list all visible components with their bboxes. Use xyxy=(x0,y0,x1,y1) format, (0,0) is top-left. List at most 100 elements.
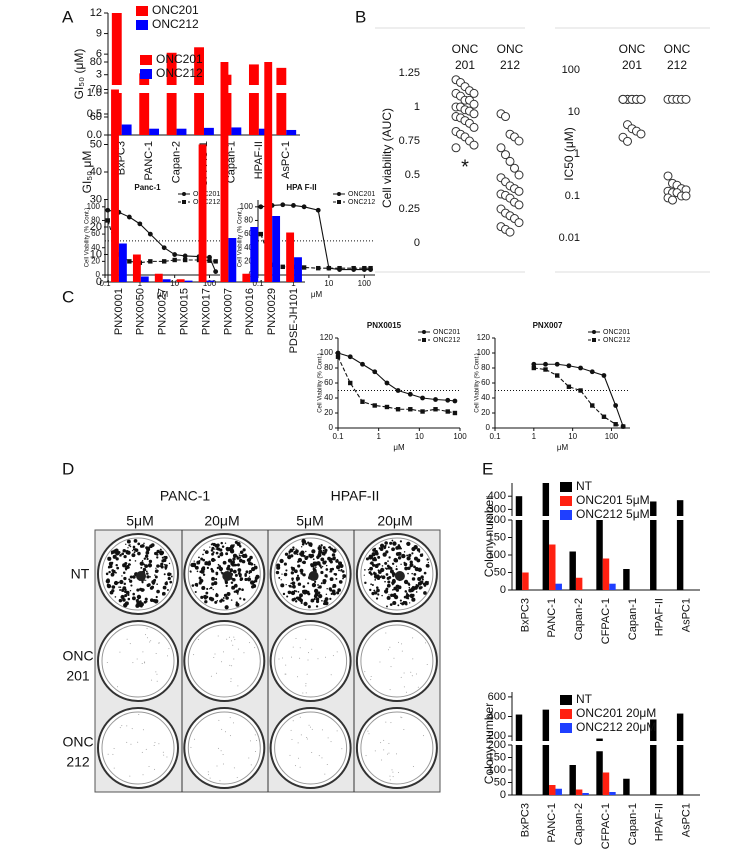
colony-dot xyxy=(364,569,366,571)
colony-dot xyxy=(107,556,110,559)
bar xyxy=(140,276,149,282)
bar xyxy=(194,93,204,135)
marker xyxy=(372,369,378,375)
colony-dot xyxy=(155,671,157,673)
x-tick-label: PNX0001 xyxy=(113,288,125,335)
colony-dot xyxy=(308,571,319,581)
colony-dot xyxy=(297,591,300,593)
colony-dot xyxy=(338,569,340,572)
colony-dot xyxy=(388,575,392,579)
colony-dot xyxy=(282,592,286,596)
colony-dot xyxy=(253,565,258,570)
point xyxy=(469,88,479,98)
point xyxy=(451,143,461,153)
colony-dot xyxy=(230,640,232,642)
bar xyxy=(549,544,556,590)
colony-dot xyxy=(410,586,416,592)
colony-dot xyxy=(154,742,156,744)
colony-dot xyxy=(233,590,236,593)
colony-dot xyxy=(136,571,146,581)
colony-dot xyxy=(342,577,344,580)
y-tick-label: 40 xyxy=(244,243,253,252)
bar xyxy=(166,93,177,135)
colony-dot xyxy=(427,581,429,583)
colony-dot xyxy=(291,579,294,582)
colony-dot xyxy=(144,662,146,664)
colony-dot xyxy=(285,664,287,666)
colony-dot xyxy=(290,566,294,569)
x-tick-label: BxPC3 xyxy=(519,803,531,837)
x-tick-label: 10 xyxy=(324,279,333,288)
marker xyxy=(280,202,286,208)
colony-dot xyxy=(312,564,315,567)
y-tick-label: 0 xyxy=(500,584,506,596)
colony-dot xyxy=(416,558,421,563)
colony-dot xyxy=(227,558,233,563)
legend-label: ONC201 xyxy=(603,329,630,336)
bar xyxy=(149,128,160,135)
colony-dot xyxy=(292,646,294,648)
colony-dot xyxy=(389,603,393,606)
colony-dot xyxy=(222,560,227,565)
colony-dot xyxy=(305,542,308,545)
colony-dot xyxy=(387,753,389,755)
x-tick-label: CFPAC-1 xyxy=(600,598,612,644)
point xyxy=(514,170,524,180)
colony-dot xyxy=(379,661,381,663)
colony-dot xyxy=(380,742,382,744)
colony-dot xyxy=(107,753,109,755)
colony-dot xyxy=(285,673,287,675)
colony-dot xyxy=(395,567,398,571)
bar xyxy=(248,93,259,135)
colony-dot xyxy=(378,547,381,550)
colony-dot xyxy=(372,564,375,567)
colony-dot xyxy=(105,572,109,576)
colony-dot xyxy=(124,601,129,606)
colony-dot xyxy=(210,549,214,552)
colony-dot xyxy=(411,597,416,602)
colony-dot xyxy=(305,692,307,694)
point xyxy=(510,163,519,173)
colony-dot xyxy=(119,579,124,585)
colony-dot xyxy=(196,560,201,565)
colony-dot xyxy=(234,573,238,577)
y-tick-label: 0.75 xyxy=(399,135,420,147)
colony-dot xyxy=(407,566,411,571)
colony-dot xyxy=(134,560,137,562)
colony-dot xyxy=(303,589,308,594)
colony-dot xyxy=(297,564,301,567)
treatment: ONC xyxy=(62,734,93,750)
colony-dot xyxy=(119,727,121,729)
colony-dot xyxy=(389,775,391,777)
colony-dot xyxy=(117,686,119,688)
colony-dot xyxy=(299,766,301,768)
colony-dot xyxy=(409,594,413,598)
colony-dot xyxy=(156,583,158,586)
colony-dot xyxy=(325,568,329,571)
colony-dot xyxy=(232,569,237,574)
bar xyxy=(602,772,610,795)
colony-dot xyxy=(384,567,387,569)
colony-dot xyxy=(121,588,125,592)
colony-dot xyxy=(118,586,120,588)
bar xyxy=(623,569,630,590)
colony-dot xyxy=(387,560,389,562)
colony-dot xyxy=(147,583,151,586)
colony-dot xyxy=(156,673,158,675)
colony-dot xyxy=(247,561,252,566)
colony-dot xyxy=(307,659,309,661)
y-axis-label: Colony number xyxy=(482,496,496,577)
colony-dot xyxy=(226,592,231,597)
bar xyxy=(602,558,610,590)
colony-dot xyxy=(145,550,150,555)
point xyxy=(501,112,510,122)
x-tick-label: 1 xyxy=(291,279,296,288)
y-tick-label: 100 xyxy=(477,348,491,357)
colony-dot xyxy=(221,551,223,554)
colony-dot xyxy=(213,656,215,658)
colony-dot xyxy=(391,539,394,542)
marker xyxy=(335,354,341,359)
colony-dot xyxy=(169,580,173,584)
dose: 5μM xyxy=(296,513,324,529)
colony-dot xyxy=(251,585,255,589)
